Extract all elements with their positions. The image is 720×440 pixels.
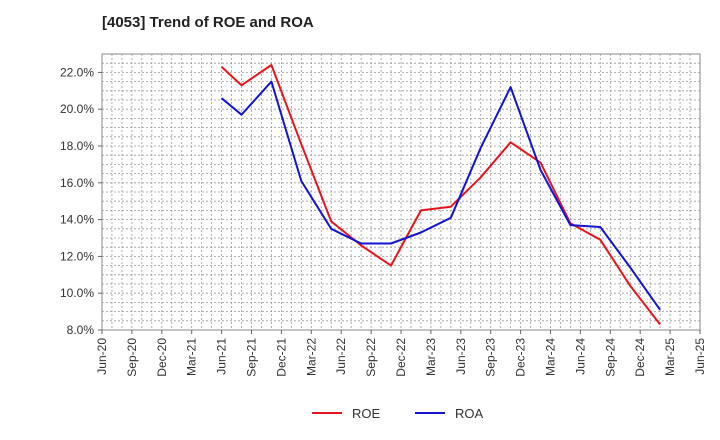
x-tick-label: Jun-21 <box>215 338 229 375</box>
x-tick-label: Mar-22 <box>304 338 318 376</box>
y-tick-label: 8.0% <box>67 323 95 337</box>
x-tick-label: Dec-21 <box>274 338 288 377</box>
x-tick-label: Jun-25 <box>693 338 707 375</box>
y-axis: 8.0% 10.0% 12.0% 14.0% 16.0% 18.0% 20.0% 22.0% <box>60 65 102 337</box>
legend-label-roa: ROA <box>455 406 484 421</box>
x-tick-label: Dec-20 <box>155 338 169 377</box>
x-tick-label: Dec-23 <box>514 338 528 377</box>
x-tick-label: Mar-25 <box>663 338 677 376</box>
x-tick-label: Sep-20 <box>125 338 139 377</box>
x-tick-label: Jun-23 <box>454 338 468 375</box>
y-tick-label: 16.0% <box>60 176 94 190</box>
x-tick-label: Dec-22 <box>394 338 408 377</box>
series-line-roe <box>220 64 661 326</box>
y-tick-label: 20.0% <box>60 102 94 116</box>
x-tick-label: Sep-21 <box>245 338 259 377</box>
series-lines <box>220 64 661 326</box>
y-tick-label: 12.0% <box>60 249 94 263</box>
x-tick-label: Jun-22 <box>334 338 348 375</box>
x-tick-label: Jun-20 <box>95 338 109 375</box>
x-axis: Jun-20 Sep-20 Dec-20 Mar-21 Jun-21 Sep-21 Dec-… <box>95 330 707 377</box>
y-tick-label: 14.0% <box>60 213 94 227</box>
x-tick-label: Sep-23 <box>484 338 498 377</box>
x-tick-label: Mar-21 <box>185 338 199 376</box>
x-tick-label: Mar-23 <box>424 338 438 376</box>
x-tick-label: Dec-24 <box>633 338 647 377</box>
legend-label-roe: ROE <box>352 406 381 421</box>
y-tick-label: 18.0% <box>60 139 94 153</box>
x-tick-label: Mar-24 <box>544 338 558 376</box>
series-line-roa <box>220 80 661 311</box>
x-tick-label: Sep-24 <box>603 338 617 377</box>
x-tick-label: Jun-24 <box>573 338 587 375</box>
y-tick-label: 10.0% <box>60 286 94 300</box>
gridlines <box>102 54 700 330</box>
chart-title: [4053] Trend of ROE and ROA <box>102 14 314 31</box>
legend: ROE ROA <box>312 406 484 421</box>
y-tick-label: 22.0% <box>60 65 94 79</box>
x-tick-label: Sep-22 <box>364 338 378 377</box>
